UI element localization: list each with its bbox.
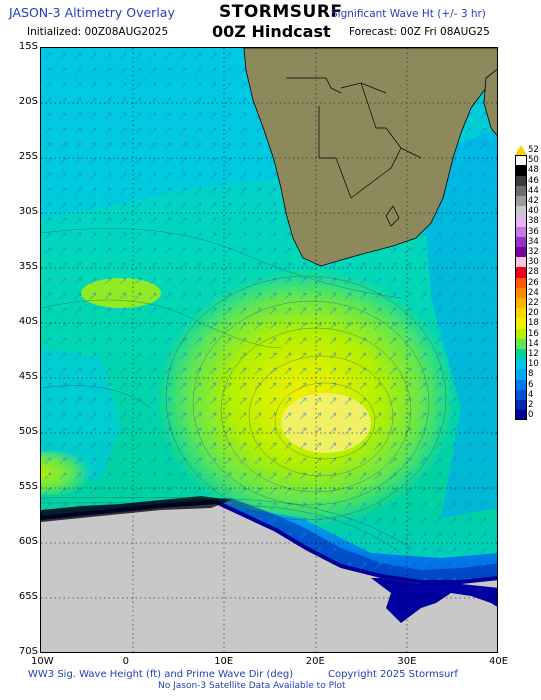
colorbar-cell	[515, 267, 527, 278]
colorbar-cell	[515, 216, 527, 227]
colorbar-cell	[515, 410, 527, 421]
colorbar-cell	[515, 298, 527, 309]
forecast-label: Forecast: 00Z Fri 08AUG25	[349, 26, 490, 38]
colorbar-label: 0	[528, 410, 534, 421]
lon-label: 0	[122, 656, 129, 667]
colorbar-cell	[515, 175, 527, 186]
colorbar-cell	[515, 369, 527, 380]
lat-label: 60S	[18, 536, 38, 547]
colorbar-cell	[515, 257, 527, 268]
colorbar-cell	[515, 236, 527, 247]
colorbar-label: 10	[528, 359, 539, 370]
colorbar-label: 36	[528, 226, 539, 237]
lat-label: 50S	[18, 426, 38, 437]
wave-contours	[41, 228, 447, 554]
colorbar-label: 44	[528, 185, 539, 196]
lon-label: 10W	[31, 656, 54, 667]
lon-label: 20E	[305, 656, 325, 667]
colorbar-label: 38	[528, 216, 539, 227]
wave-height-map[interactable]	[40, 47, 498, 653]
lat-label: 70S	[18, 646, 38, 657]
hindcast-title: 00Z Hindcast	[212, 22, 331, 41]
colorbar-cell	[515, 145, 527, 156]
colorbar-cell	[515, 287, 527, 298]
lon-label: 30E	[397, 656, 417, 667]
footer-caption: WW3 Sig. Wave Height (ft) and Prime Wave…	[28, 669, 294, 680]
colorbar-label: 2	[528, 400, 534, 410]
colorbar-cell	[515, 165, 527, 176]
colorbar-label: 30	[528, 257, 539, 268]
colorbar-cell	[515, 206, 527, 217]
lat-label: 20S	[18, 96, 38, 107]
colorbar-label: 20	[528, 308, 539, 319]
colorbar-cell	[515, 349, 527, 360]
lat-label: 45S	[18, 371, 38, 382]
colorbar-label: 26	[528, 277, 539, 288]
colorbar-label: 24	[528, 287, 539, 298]
ice-margin-speckle	[371, 578, 497, 623]
colorbar-label: 50	[528, 155, 539, 166]
lon-label: 10E	[214, 656, 234, 667]
colorbar-cell	[515, 379, 527, 390]
colorbar-label: 8	[528, 369, 534, 380]
lat-label: 15S	[18, 41, 38, 52]
graticule	[41, 48, 497, 652]
africa-landmass	[243, 48, 497, 267]
colorbar-cell	[515, 359, 527, 370]
lat-label: 65S	[18, 591, 38, 602]
west-ice-dark	[41, 496, 231, 522]
lon-label: 40E	[489, 656, 509, 667]
lat-label: 30S	[18, 206, 38, 217]
colorbar-outline	[515, 155, 527, 421]
lat-label: 35S	[18, 261, 38, 272]
no-data-note: No Jason-3 Satellite Data Available to P…	[158, 681, 346, 691]
colorbar-cell	[515, 277, 527, 288]
lat-label: 25S	[18, 151, 38, 162]
colorbar-label: 12	[528, 349, 539, 359]
colorbar-cell	[515, 196, 527, 207]
colorbar-label: 34	[528, 236, 539, 247]
brand-title: STORMSURF	[219, 2, 343, 22]
colorbar-label: 16	[528, 328, 539, 339]
colorbar-label: 32	[528, 247, 539, 257]
initialized-label: Initialized: 00Z08AUG2025	[27, 26, 169, 38]
colorbar-label: 18	[528, 318, 539, 329]
map-canvas	[41, 48, 497, 652]
colorbar-cell	[515, 308, 527, 319]
colorbar-label: 14	[528, 338, 539, 349]
right-title: Significant Wave Ht (+/- 3 hr)	[331, 8, 486, 20]
colorbar-label: 48	[528, 165, 539, 176]
madagascar	[483, 69, 497, 137]
colorbar-cell	[515, 185, 527, 196]
colorbar-cell	[515, 247, 527, 258]
colorbar-cell	[515, 226, 527, 237]
antarctic-ice	[41, 502, 497, 652]
colorbar-label: 46	[528, 175, 539, 186]
colorbar-cell	[515, 328, 527, 339]
colorbar-cell	[515, 389, 527, 400]
colorbar-label: 22	[528, 298, 539, 308]
colorbar-cell	[515, 400, 527, 411]
left-title: JASON-3 Altimetry Overlay	[9, 5, 175, 20]
colorbar-label: 28	[528, 267, 539, 278]
lat-label: 40S	[18, 316, 38, 327]
colorbar-cell	[515, 338, 527, 349]
colorbar-label: 42	[528, 196, 539, 206]
colorbar-label: 52	[528, 145, 539, 155]
colorbar-cell	[515, 318, 527, 329]
copyright: Copyright 2025 Stormsurf	[328, 669, 458, 680]
lat-label: 55S	[18, 481, 38, 492]
colorbar-label: 40	[528, 206, 539, 217]
colorbar-label: 4	[528, 389, 534, 400]
colorbar-cell	[515, 155, 527, 166]
colorbar-label: 6	[528, 379, 534, 390]
